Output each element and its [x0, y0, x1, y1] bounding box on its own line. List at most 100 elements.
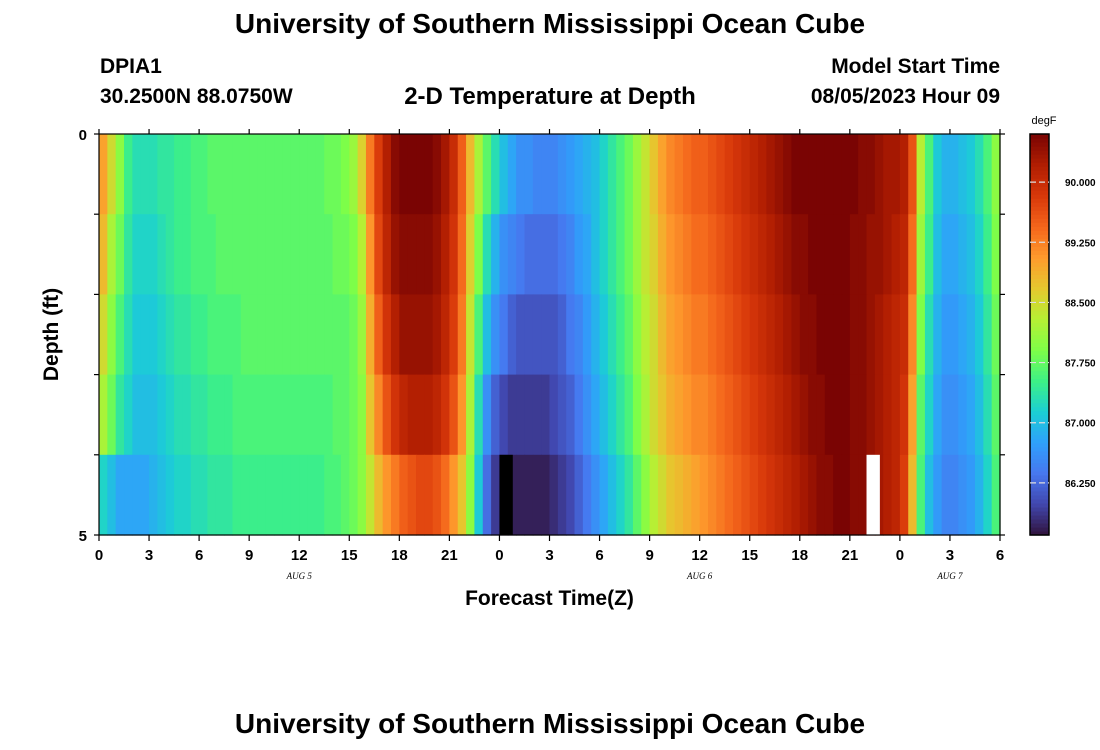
- heatmap-cell: [891, 134, 901, 215]
- colorbar-segment: [1030, 230, 1049, 235]
- heatmap-cell: [315, 374, 325, 456]
- x-tick-label: 18: [391, 547, 408, 564]
- colorbar-segment: [1030, 530, 1049, 536]
- heatmap-cell: [257, 454, 267, 536]
- heatmap-cell: [941, 294, 951, 376]
- heatmap-cell: [649, 374, 659, 456]
- heatmap-cell: [983, 374, 993, 456]
- heatmap-cell: [983, 454, 993, 536]
- heatmap-cell: [632, 134, 642, 215]
- heatmap-cell: [674, 134, 684, 215]
- heatmap-cell: [107, 374, 117, 456]
- colorbar-segment: [1030, 238, 1049, 243]
- heatmap-cell: [716, 134, 726, 215]
- heatmap-cell: [507, 214, 517, 295]
- heatmap-cell: [908, 134, 918, 215]
- repeated-title: University of Southern Mississippi Ocean…: [234, 708, 866, 739]
- colorbar-segment: [1030, 358, 1049, 364]
- heatmap-cell: [324, 294, 334, 376]
- heatmap-cell: [132, 454, 142, 536]
- heatmap-cell: [858, 454, 868, 536]
- heatmap-cell: [866, 134, 876, 215]
- colorbar-segment: [1030, 278, 1049, 283]
- heatmap-cell: [140, 214, 150, 295]
- heatmap-cell: [349, 374, 359, 456]
- heatmap-cell: [833, 454, 843, 536]
- heatmap-cell: [791, 134, 801, 215]
- heatmap-cell: [566, 214, 576, 295]
- heatmap-cell: [215, 374, 225, 456]
- heatmap-cell: [699, 294, 709, 376]
- heatmap-cell: [441, 294, 450, 376]
- heatmap-cell: [591, 454, 601, 536]
- colorbar-segment: [1030, 450, 1049, 456]
- heatmap-cell: [190, 214, 200, 295]
- heatmap-cell: [649, 134, 659, 215]
- heatmap-cell: [274, 134, 284, 215]
- heatmap-cell: [441, 214, 450, 295]
- heatmap-cell: [758, 374, 768, 456]
- heatmap-cell: [99, 214, 108, 295]
- heatmap-cell: [424, 294, 434, 376]
- colorbar-segment: [1030, 518, 1049, 524]
- heatmap-cell: [833, 374, 843, 456]
- heatmap-cell: [482, 374, 492, 456]
- heatmap-cell: [716, 294, 726, 376]
- heatmap-cell: [474, 134, 484, 215]
- colorbar-tick-label: 88.500: [1065, 298, 1096, 309]
- heatmap-cell: [441, 374, 450, 456]
- colorbar-segment: [1030, 374, 1049, 380]
- heatmap-cell: [824, 214, 834, 295]
- heatmap-cell: [507, 294, 517, 376]
- heatmap-cell: [974, 374, 984, 456]
- y-tick-label: 0: [79, 127, 87, 144]
- heatmap-cell: [315, 134, 325, 215]
- colorbar-segment: [1030, 418, 1049, 424]
- heatmap-cell: [916, 454, 926, 536]
- heatmap-cell: [390, 294, 400, 376]
- heatmap-cell: [382, 214, 392, 295]
- heatmap-cell: [749, 454, 759, 536]
- heatmap-cell: [524, 134, 534, 215]
- heatmap-cell: [240, 374, 250, 456]
- temperature-depth-chart: 0 3 6 9 12 15 18 21 0 3 6 9 12 15 18 21 0 3 6 AUG 5 AUG 6 AUG…: [40, 115, 1096, 610]
- heatmap-cell: [949, 374, 959, 456]
- heatmap-cell: [941, 374, 951, 456]
- heatmap-cell: [541, 294, 551, 376]
- heatmap-cell: [399, 214, 409, 295]
- heatmap-cell: [541, 134, 551, 215]
- colorbar-segment: [1030, 138, 1049, 143]
- heatmap-cell: [783, 294, 793, 376]
- heatmap-cell: [441, 454, 450, 536]
- heatmap-cell: [274, 454, 284, 536]
- heatmap-cell: [124, 134, 133, 215]
- heatmap-cell: [224, 454, 234, 536]
- heatmap-cell: [390, 374, 400, 456]
- heatmap-cell: [466, 134, 476, 215]
- heatmap-cell: [641, 454, 651, 536]
- heatmap-cell: [641, 134, 651, 215]
- heatmap-cell: [365, 454, 375, 536]
- heatmap-cell: [199, 134, 209, 215]
- heatmap-cell: [616, 134, 626, 215]
- heatmap-cell: [532, 214, 542, 295]
- heatmap-cell: [165, 374, 175, 456]
- colorbar-segment: [1030, 250, 1049, 255]
- heatmap-cell: [716, 374, 726, 456]
- heatmap-cell: [432, 134, 442, 215]
- heatmap-cell: [249, 374, 259, 456]
- heatmap-cell: [557, 134, 567, 215]
- heatmap-cell: [532, 454, 542, 536]
- colorbar-segment: [1030, 270, 1049, 275]
- heatmap-cell: [207, 454, 217, 536]
- date-label: AUG 6: [686, 571, 713, 581]
- colorbar-segment: [1030, 522, 1049, 528]
- colorbar-segment: [1030, 318, 1049, 324]
- colorbar-segment: [1030, 506, 1049, 512]
- heatmap-cell: [516, 454, 526, 536]
- heatmap-cell: [866, 214, 876, 295]
- heatmap-cell: [407, 374, 417, 456]
- heatmap-cell: [399, 454, 409, 536]
- heatmap-cell: [641, 294, 651, 376]
- heatmap-cell: [666, 454, 676, 536]
